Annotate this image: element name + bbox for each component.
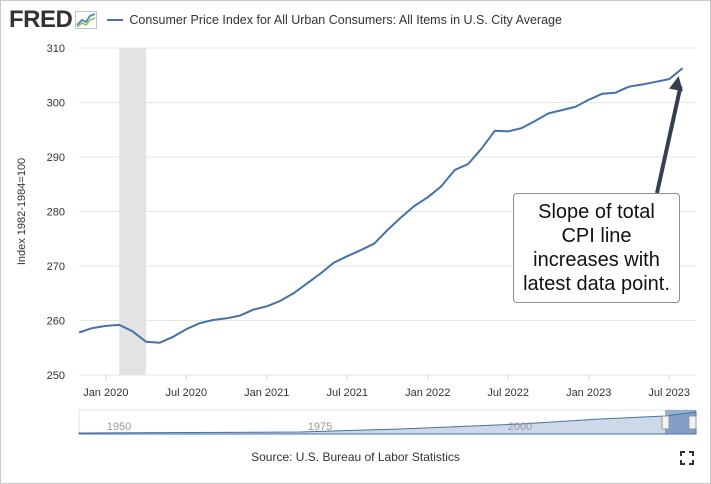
data-point[interactable]: [264, 304, 269, 309]
data-point[interactable]: [600, 91, 605, 96]
fullscreen-icon[interactable]: [680, 451, 694, 465]
navigator-year-label: 1975: [308, 421, 332, 433]
data-point[interactable]: [318, 271, 323, 276]
data-point[interactable]: [130, 329, 135, 334]
data-point[interactable]: [211, 317, 216, 322]
y-tick-label: 270: [47, 261, 65, 273]
data-point[interactable]: [385, 228, 390, 233]
x-tick-label: Jul 2020: [166, 387, 208, 399]
x-tick-label: Jul 2022: [487, 387, 529, 399]
data-point[interactable]: [157, 340, 162, 345]
data-point[interactable]: [398, 215, 403, 220]
data-point[interactable]: [372, 241, 377, 246]
data-point[interactable]: [103, 323, 108, 328]
navigator-year-label: 2000: [508, 421, 532, 433]
data-point[interactable]: [559, 108, 564, 113]
data-point[interactable]: [237, 313, 242, 318]
data-point[interactable]: [546, 111, 551, 116]
annotation-arrowhead: [669, 76, 683, 92]
data-point[interactable]: [626, 84, 631, 89]
data-point[interactable]: [640, 82, 645, 87]
x-tick-label: Jul 2023: [648, 387, 690, 399]
data-point[interactable]: [184, 327, 189, 332]
data-point[interactable]: [358, 248, 363, 253]
data-point[interactable]: [345, 254, 350, 259]
annotation-arrow: [655, 85, 683, 194]
data-point[interactable]: [425, 195, 430, 200]
data-point[interactable]: [278, 298, 283, 303]
y-tick-label: 260: [47, 316, 65, 328]
series-line[interactable]: [78, 67, 684, 344]
legend-swatch: [107, 19, 124, 21]
x-tick-label: Jan 2021: [244, 387, 289, 399]
navigator-left-handle[interactable]: [661, 415, 670, 430]
data-point[interactable]: [251, 307, 256, 312]
data-point[interactable]: [117, 322, 122, 327]
x-tick-label: Jan 2022: [405, 387, 450, 399]
data-point[interactable]: [667, 77, 672, 82]
data-point[interactable]: [77, 330, 82, 335]
data-point[interactable]: [197, 321, 202, 326]
data-point[interactable]: [224, 316, 229, 321]
annotation-line: CPI line: [561, 225, 632, 247]
x-tick-label: Jan 2020: [83, 387, 128, 399]
navigator-year-label: 1950: [107, 421, 131, 433]
data-point[interactable]: [573, 104, 578, 109]
chart-header: FRED Consumer Price Index for All Urban …: [9, 7, 704, 33]
source-note: Source: U.S. Bureau of Labor Statistics: [251, 450, 460, 464]
data-point[interactable]: [305, 281, 310, 286]
data-point[interactable]: [90, 326, 95, 331]
data-point[interactable]: [291, 291, 296, 296]
y-tick-label: 280: [47, 207, 65, 219]
data-point[interactable]: [170, 334, 175, 339]
data-point[interactable]: [613, 90, 618, 95]
data-point[interactable]: [492, 128, 497, 133]
data-point[interactable]: [506, 129, 511, 134]
fred-logo[interactable]: FRED: [9, 6, 73, 33]
data-point[interactable]: [144, 339, 149, 344]
annotation-callout: Slope of total CPI line increases with l…: [513, 193, 680, 303]
navigator-right-handle[interactable]: [688, 415, 697, 430]
data-point[interactable]: [680, 66, 685, 71]
y-tick-label: 310: [47, 43, 65, 55]
x-tick-label: Jan 2023: [566, 387, 611, 399]
data-point[interactable]: [533, 119, 538, 124]
annotation-line: Slope of total: [538, 201, 655, 223]
data-point[interactable]: [653, 79, 658, 84]
navigator-series: [78, 411, 697, 435]
data-point[interactable]: [412, 204, 417, 209]
navigator-track: [78, 409, 697, 435]
y-axis-label: Index 1982-1984=100: [16, 158, 28, 265]
data-point[interactable]: [586, 97, 591, 102]
data-point[interactable]: [479, 146, 484, 151]
fred-graph-icon: [75, 11, 98, 29]
x-tick-label: Jul 2021: [326, 387, 368, 399]
y-tick-label: 290: [47, 152, 65, 164]
y-tick-label: 250: [47, 370, 65, 382]
data-point[interactable]: [439, 184, 444, 189]
y-tick-label: 300: [47, 98, 65, 110]
legend-label[interactable]: Consumer Price Index for All Urban Consu…: [129, 13, 562, 27]
data-point[interactable]: [465, 162, 470, 167]
data-point[interactable]: [452, 168, 457, 173]
data-point[interactable]: [519, 126, 524, 131]
data-point[interactable]: [331, 260, 336, 265]
annotation-line: increases with: [533, 249, 660, 271]
annotation-line: latest data point.: [523, 273, 670, 295]
